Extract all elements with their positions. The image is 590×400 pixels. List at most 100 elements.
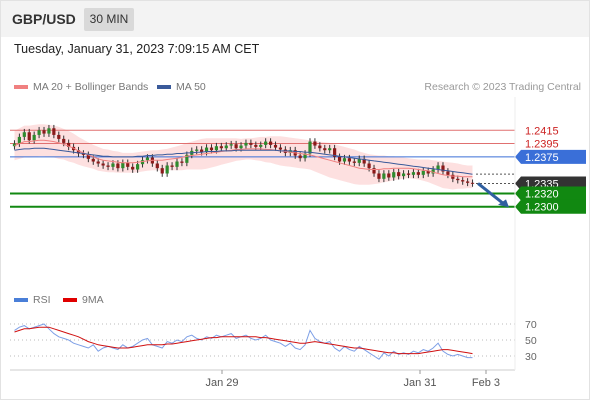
candle-body bbox=[42, 130, 46, 134]
candle-body bbox=[62, 138, 66, 143]
rsi-tick-label: 30 bbox=[525, 351, 537, 363]
ma50-line bbox=[14, 147, 473, 175]
candle-body bbox=[426, 170, 430, 174]
ma20-swatch bbox=[14, 85, 28, 90]
x-tick-label: Jan 31 bbox=[403, 377, 436, 389]
symbol-title: GBP/USD bbox=[12, 11, 76, 27]
candle-body bbox=[401, 173, 406, 177]
candle-body bbox=[86, 154, 90, 159]
candle-body bbox=[273, 144, 278, 148]
candle-body bbox=[244, 142, 248, 146]
candle-body bbox=[91, 158, 95, 162]
forecast-arrowhead bbox=[498, 199, 509, 208]
candle-body bbox=[224, 145, 228, 149]
x-tick-label: Jan 29 bbox=[205, 377, 238, 389]
candle-body bbox=[352, 161, 356, 163]
candle-body bbox=[392, 172, 396, 178]
candle-body bbox=[259, 144, 263, 147]
candle-body bbox=[308, 141, 312, 154]
candle-body bbox=[318, 145, 322, 149]
candle-body bbox=[214, 146, 219, 151]
candle-body bbox=[195, 149, 199, 151]
candle-body bbox=[333, 148, 337, 157]
header-bar: GBP/USD 30 MIN bbox=[1, 1, 589, 37]
candle-body bbox=[27, 132, 31, 141]
candle-body bbox=[126, 162, 130, 167]
candle-body bbox=[466, 181, 470, 183]
candle-body bbox=[22, 132, 26, 137]
candle-body bbox=[288, 150, 292, 153]
candle-body bbox=[185, 154, 189, 163]
candle-body bbox=[81, 153, 86, 155]
rsi-swatch bbox=[14, 298, 28, 303]
ma9-label: 9MA bbox=[82, 294, 104, 306]
candle-body bbox=[145, 157, 150, 161]
candle-body bbox=[377, 173, 381, 179]
candle-body bbox=[313, 141, 317, 146]
candle-body bbox=[411, 172, 416, 175]
x-tick-label: Feb 3 bbox=[472, 377, 500, 389]
candle-body bbox=[52, 128, 56, 135]
candle-body bbox=[170, 165, 174, 167]
rsi-label: RSI bbox=[33, 294, 51, 306]
candle-body bbox=[67, 142, 71, 147]
candle-body bbox=[298, 155, 302, 159]
level-tag-pivot bbox=[515, 149, 586, 164]
candle-body bbox=[254, 144, 258, 147]
candle-body bbox=[96, 161, 100, 164]
candle-body bbox=[140, 160, 145, 165]
level-label: 1.2320 bbox=[525, 188, 559, 200]
candle-body bbox=[111, 163, 115, 167]
candle-body bbox=[121, 162, 125, 169]
candle-body bbox=[268, 141, 273, 145]
candle-body bbox=[106, 165, 110, 167]
candle-body bbox=[382, 173, 386, 179]
candle-body bbox=[461, 180, 465, 182]
candle-body bbox=[406, 173, 411, 175]
candle-body bbox=[249, 142, 253, 145]
candle-body bbox=[200, 149, 204, 153]
candle-body bbox=[303, 153, 307, 159]
candle-body bbox=[47, 128, 51, 134]
candle-body bbox=[367, 163, 371, 169]
candle-body bbox=[234, 144, 238, 149]
candle-body bbox=[12, 143, 17, 147]
rsi-9ma-line bbox=[14, 326, 473, 355]
candle-body bbox=[357, 158, 361, 163]
candle-body bbox=[347, 158, 351, 162]
candle-body bbox=[397, 172, 401, 177]
timeframe-button[interactable]: 30 MIN bbox=[84, 8, 134, 31]
candle-body bbox=[264, 141, 268, 145]
candle-body bbox=[342, 158, 347, 162]
candle-body bbox=[180, 161, 184, 163]
candle-body bbox=[456, 178, 460, 181]
candle-body bbox=[431, 169, 435, 174]
legend-9ma: 9MA bbox=[63, 294, 104, 306]
legend-rsi: RSI bbox=[14, 294, 51, 306]
ma50-swatch bbox=[157, 85, 171, 90]
candle-body bbox=[219, 146, 223, 149]
candle-body bbox=[387, 173, 391, 178]
candle-body bbox=[32, 134, 36, 141]
candle-body bbox=[416, 172, 420, 175]
candle-body bbox=[136, 164, 140, 170]
candle-body bbox=[131, 166, 135, 170]
candle-body bbox=[362, 158, 366, 164]
candle-body bbox=[76, 150, 81, 154]
candle-body bbox=[451, 174, 455, 179]
candle-body bbox=[278, 147, 283, 150]
candle-body bbox=[17, 136, 21, 144]
level-label: 1.2300 bbox=[525, 202, 559, 214]
candle-body bbox=[229, 144, 233, 146]
candle-body bbox=[328, 148, 332, 151]
research-credit: Research © 2023 Trading Central bbox=[424, 81, 581, 93]
ma50-label: MA 50 bbox=[176, 81, 206, 93]
candle-body bbox=[160, 168, 164, 174]
candle-body bbox=[337, 156, 342, 162]
candle-body bbox=[204, 147, 209, 153]
ma20-label: MA 20 + Bollinger Bands bbox=[33, 81, 149, 93]
candle-body bbox=[37, 130, 41, 135]
rsi-tick-label: 50 bbox=[525, 335, 537, 347]
